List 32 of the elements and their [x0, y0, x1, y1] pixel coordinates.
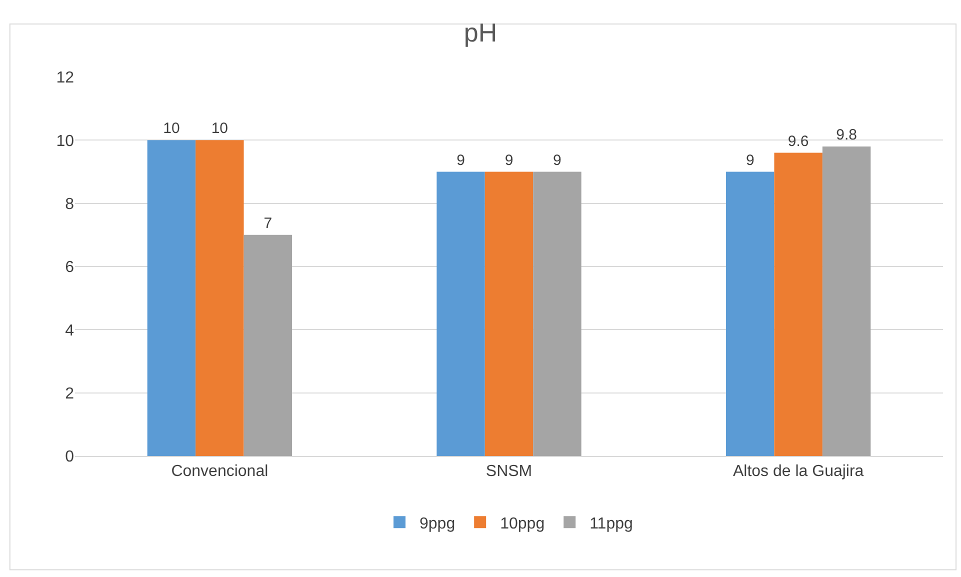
- legend-label: 9ppg: [420, 515, 456, 532]
- bar: [822, 146, 871, 456]
- x-tick-label: Convencional: [171, 463, 268, 480]
- bar: [436, 172, 485, 456]
- y-tick-label: 2: [65, 385, 74, 402]
- x-tick-label: SNSM: [486, 463, 532, 480]
- legend-label: 11ppg: [590, 515, 633, 532]
- data-label: 10: [163, 120, 180, 138]
- y-tick-label: 0: [65, 448, 74, 466]
- y-tick-label: 12: [56, 70, 74, 87]
- bar: [147, 140, 196, 456]
- bar: [484, 172, 534, 456]
- bar: [533, 172, 582, 456]
- bar: [244, 234, 292, 456]
- data-label: 9: [553, 152, 562, 169]
- x-tick-label: Altos de la Guajira: [732, 463, 864, 480]
- chart-title: pH: [464, 17, 498, 48]
- data-label: 9.6: [788, 132, 809, 150]
- bar: [196, 140, 244, 456]
- legend-label: 10ppg: [500, 515, 545, 532]
- data-label: 9.8: [836, 126, 857, 144]
- data-label: 9: [504, 152, 514, 169]
- data-label: 10: [211, 120, 228, 138]
- y-tick-label: 8: [65, 196, 74, 213]
- data-label: 9: [456, 152, 465, 169]
- y-tick-label: 10: [56, 132, 74, 150]
- y-tick-label: 6: [65, 259, 74, 276]
- bar: [726, 172, 774, 456]
- data-label: 7: [264, 214, 272, 232]
- bar: [774, 152, 822, 456]
- y-tick-label: 4: [65, 322, 74, 340]
- data-label: 9: [746, 152, 754, 169]
